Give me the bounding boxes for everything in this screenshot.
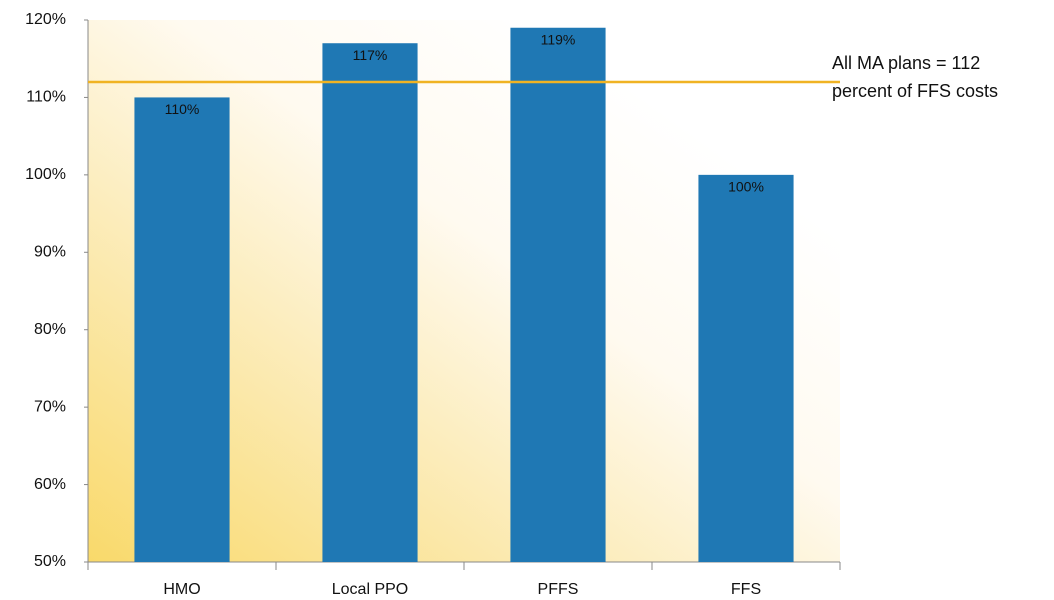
x-tick-label: FFS <box>731 581 761 598</box>
value-label: 117% <box>353 47 388 63</box>
value-label: 100% <box>728 179 764 195</box>
bar <box>322 43 418 562</box>
y-tick-label: 90% <box>34 244 66 261</box>
x-tick-label: PFFS <box>538 581 579 598</box>
y-tick-label: 100% <box>25 166 66 183</box>
y-tick-label: 120% <box>25 11 66 28</box>
annotation: All MA plans = 112 <box>832 53 980 73</box>
y-tick-label: 50% <box>34 553 66 570</box>
x-tick-label: Local PPO <box>332 581 408 598</box>
bar <box>510 27 606 562</box>
value-label: 110% <box>165 101 200 117</box>
y-tick-label: 60% <box>34 476 66 493</box>
y-tick-label: 110% <box>26 89 66 106</box>
x-tick-label: HMO <box>163 581 200 598</box>
annotation: percent of FFS costs <box>832 81 998 101</box>
value-label: 119% <box>541 31 576 47</box>
y-tick-label: 70% <box>34 398 66 415</box>
bar <box>134 97 230 562</box>
bar <box>698 174 794 562</box>
y-tick-label: 80% <box>34 321 66 338</box>
